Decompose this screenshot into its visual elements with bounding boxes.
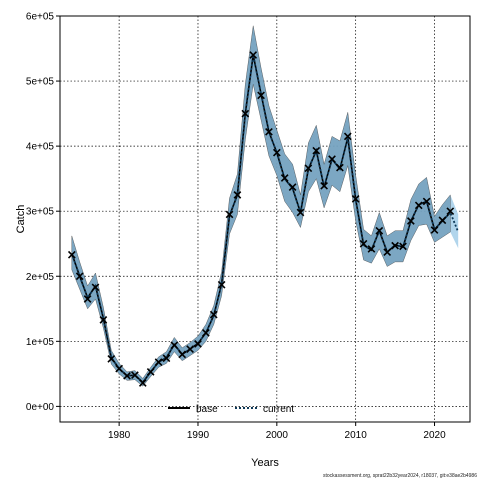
observed-point: [170, 341, 179, 350]
observed-point: [107, 355, 116, 363]
observed-point: [154, 358, 163, 367]
y-tick-label: 2e+05: [26, 272, 55, 283]
observed-point: [328, 155, 336, 164]
observed-point: [359, 239, 368, 248]
observed-point: [430, 226, 439, 234]
y-tick-label: 4e+05: [26, 142, 55, 153]
observed-point: [414, 201, 423, 210]
y-tick-label: 6e+05: [26, 12, 55, 23]
observed-point: [233, 191, 242, 199]
observed-point: [138, 379, 147, 387]
observed-point: [194, 340, 202, 348]
y-tick-label: 0e+00: [26, 402, 55, 413]
observed-point: [438, 216, 447, 225]
observed-point: [336, 163, 344, 172]
observed-point: [391, 241, 399, 250]
legend-base-label: base: [196, 404, 218, 415]
observed-point: [265, 127, 273, 136]
observed-point: [146, 368, 155, 376]
observed-point: [186, 345, 194, 353]
y-tick-label: 5e+05: [26, 77, 55, 88]
observed-point: [288, 183, 297, 191]
y-axis-title: Catch: [15, 205, 27, 234]
observed-point: [178, 350, 187, 359]
observed-point: [99, 315, 108, 324]
y-tick-label: 3e+05: [26, 207, 55, 218]
observed-point: [241, 109, 250, 118]
observed-point: [272, 148, 281, 157]
observed-point: [422, 197, 431, 206]
observed-point: [367, 245, 376, 253]
observed-point: [67, 250, 76, 259]
observed-point: [217, 280, 226, 289]
axes: 1980 1990 2000 2010 2020 0e+00 1e+05 2e+05 3e+05…: [26, 12, 446, 442]
observed-point: [225, 210, 234, 219]
y-tick-label: 1e+05: [26, 337, 55, 348]
observed-point: [343, 132, 352, 141]
observed-point: [406, 217, 415, 225]
observed-point: [383, 248, 392, 257]
observed-point: [249, 51, 258, 59]
observed-point: [304, 164, 313, 173]
observed-point: [75, 272, 84, 281]
x-tick-label: 2000: [266, 430, 289, 441]
observed-point: [91, 283, 100, 292]
observed-point: [257, 91, 265, 100]
x-tick-label: 2010: [345, 430, 368, 441]
observed-point: [209, 310, 218, 319]
legend-current-label: current: [263, 404, 294, 415]
x-tick-label: 1980: [108, 430, 131, 441]
x-tick-label: 2020: [423, 430, 446, 441]
observed-point: [351, 194, 360, 203]
x-axis-title: Years: [251, 457, 279, 469]
observed-point: [131, 371, 139, 380]
observed-point: [296, 208, 305, 217]
footer-note: stockassessment.org, sprat22b32year2024,…: [323, 473, 477, 479]
observed-point: [399, 242, 407, 251]
observed-point: [280, 174, 289, 182]
observed-point: [83, 295, 92, 303]
observed-point: [312, 146, 321, 155]
observed-point: [446, 207, 455, 216]
observed-point: [320, 181, 329, 190]
observed-point: [375, 226, 384, 235]
observed-point: [115, 364, 124, 373]
plot-frame: [59, 15, 471, 423]
legend: base current: [168, 404, 294, 415]
observed-point: [123, 371, 131, 380]
x-tick-label: 1990: [187, 430, 210, 441]
observed-point: [162, 354, 171, 363]
observed-point: [201, 328, 210, 337]
observed-markers: [67, 51, 455, 387]
